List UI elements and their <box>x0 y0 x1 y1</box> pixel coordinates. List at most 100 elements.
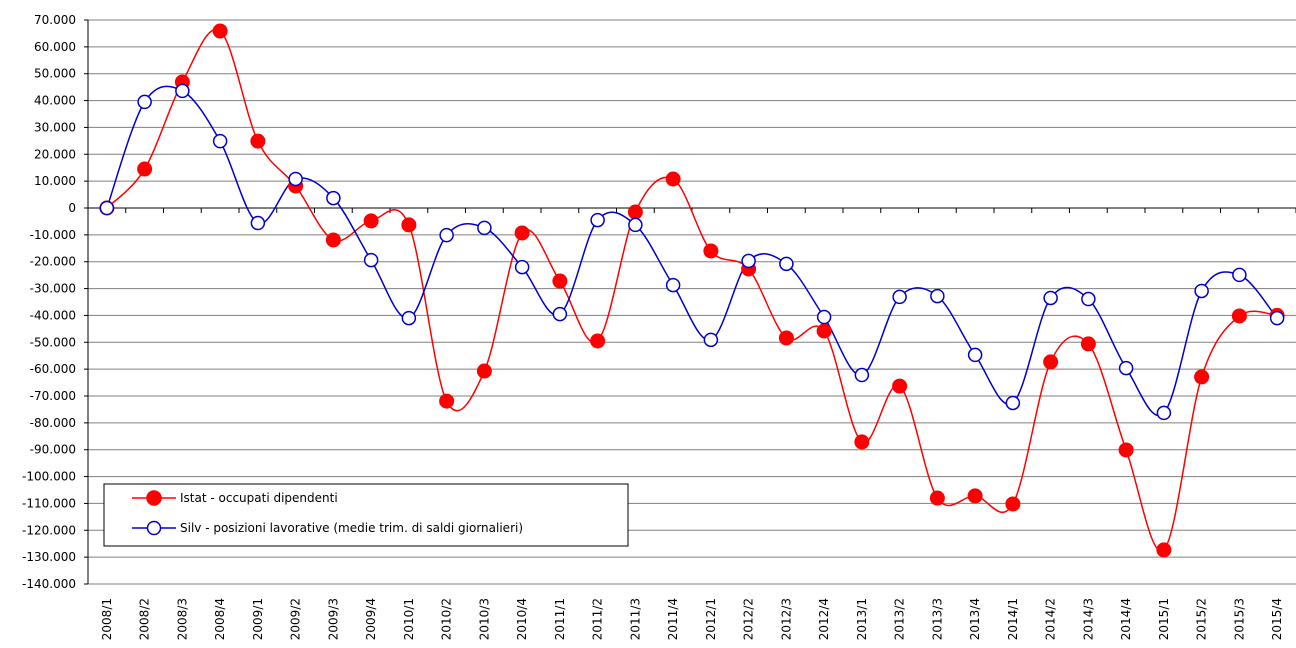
data-point <box>401 217 417 233</box>
data-point <box>250 215 266 231</box>
data-point <box>665 171 681 187</box>
y-tick-label: 30.000 <box>34 120 76 134</box>
x-tick-label: 2010/4 <box>515 598 529 640</box>
y-tick-label: 20.000 <box>34 147 76 161</box>
y-tick-label: 40.000 <box>34 94 76 108</box>
data-point <box>99 200 115 216</box>
data-point <box>325 232 341 248</box>
x-tick-label: 2011/3 <box>628 598 642 640</box>
data-point <box>967 488 983 504</box>
y-tick-label: -40.000 <box>30 308 76 322</box>
x-tick-label: 2009/4 <box>364 598 378 640</box>
x-tick-label: 2008/2 <box>138 598 152 640</box>
x-tick-label: 2010/3 <box>477 598 491 640</box>
y-tick-label: -120.000 <box>22 523 76 537</box>
y-tick-label: -110.000 <box>22 496 76 510</box>
data-point <box>816 309 832 325</box>
data-point <box>1005 395 1021 411</box>
data-point <box>854 367 870 383</box>
data-point <box>779 256 794 272</box>
y-tick-label: 0 <box>68 201 76 215</box>
series-line <box>106 28 1278 552</box>
data-point <box>627 204 643 220</box>
y-tick-label: 50.000 <box>34 67 76 81</box>
x-tick-label: 2011/1 <box>553 598 567 640</box>
y-tick-label: -80.000 <box>30 416 76 430</box>
x-tick-label: 2009/1 <box>251 598 265 640</box>
data-point <box>590 212 605 228</box>
y-tick-label: -130.000 <box>22 550 76 564</box>
x-tick-label: 2015/2 <box>1195 598 1209 640</box>
data-point <box>212 23 228 39</box>
data-point <box>1156 542 1172 558</box>
x-tick-label: 2009/2 <box>289 598 303 640</box>
data-point <box>137 161 153 177</box>
y-tick-label: -50.000 <box>30 335 76 349</box>
data-point <box>476 363 492 379</box>
legend-box <box>103 483 629 547</box>
x-tick-label: 2013/4 <box>968 598 982 640</box>
y-tick-label: -10.000 <box>30 228 76 242</box>
data-point <box>137 94 152 110</box>
data-point <box>1118 360 1134 376</box>
y-tick-label: 60.000 <box>34 40 76 54</box>
x-tick-label: 2010/2 <box>440 598 454 640</box>
data-point <box>929 490 945 506</box>
data-point <box>967 347 983 363</box>
data-point <box>552 273 568 289</box>
y-tick-label: -70.000 <box>30 389 76 403</box>
data-point <box>288 171 303 187</box>
data-point <box>665 277 681 293</box>
y-tick-label: -100.000 <box>22 470 76 484</box>
data-point <box>703 332 719 348</box>
x-tick-label: 2009/3 <box>326 598 340 640</box>
x-tick-label: 2013/2 <box>893 598 907 640</box>
legend-label: Silv - posizioni lavorative (medie trim.… <box>180 521 523 535</box>
y-tick-label: 70.000 <box>34 13 76 27</box>
data-point <box>590 333 606 349</box>
x-tick-label: 2013/3 <box>930 598 944 640</box>
data-point <box>1005 496 1021 512</box>
data-point <box>250 133 266 149</box>
x-tick-label: 2008/4 <box>213 598 227 640</box>
data-point <box>778 330 794 346</box>
data-point <box>892 378 908 394</box>
y-tick-label: 10.000 <box>34 174 76 188</box>
legend-marker <box>146 490 162 506</box>
data-point <box>628 217 643 233</box>
data-point <box>854 434 870 450</box>
x-tick-label: 2010/1 <box>402 598 416 640</box>
data-point <box>514 259 530 275</box>
data-point <box>1232 267 1247 283</box>
x-tick-label: 2011/4 <box>666 598 680 640</box>
x-tick-label: 2013/1 <box>855 598 869 640</box>
x-tick-label: 2012/1 <box>704 598 718 640</box>
x-tick-label: 2014/3 <box>1081 598 1095 640</box>
data-point <box>741 253 756 269</box>
x-tick-label: 2012/2 <box>742 598 756 640</box>
x-tick-label: 2012/4 <box>817 598 831 640</box>
data-point <box>439 227 454 243</box>
data-point <box>1269 310 1285 326</box>
data-point <box>1118 442 1134 458</box>
y-tick-label: -30.000 <box>30 282 76 296</box>
legend-marker <box>146 520 162 536</box>
x-tick-label: 2014/4 <box>1119 598 1133 640</box>
data-point <box>1194 283 1209 299</box>
data-point <box>1043 290 1058 306</box>
data-point <box>439 393 455 409</box>
data-point <box>552 306 568 322</box>
data-point <box>1081 291 1096 307</box>
y-tick-label: -140.000 <box>22 577 76 591</box>
data-point <box>175 83 190 99</box>
x-tick-label: 2014/1 <box>1006 598 1020 640</box>
data-point <box>703 243 719 259</box>
legend-label: Istat - occupati dipendenti <box>180 491 338 505</box>
data-point <box>477 220 492 236</box>
series-line <box>106 85 1278 417</box>
y-tick-label: -20.000 <box>30 255 76 269</box>
x-tick-label: 2015/1 <box>1157 598 1171 640</box>
data-point <box>514 225 530 241</box>
data-point <box>930 288 945 304</box>
